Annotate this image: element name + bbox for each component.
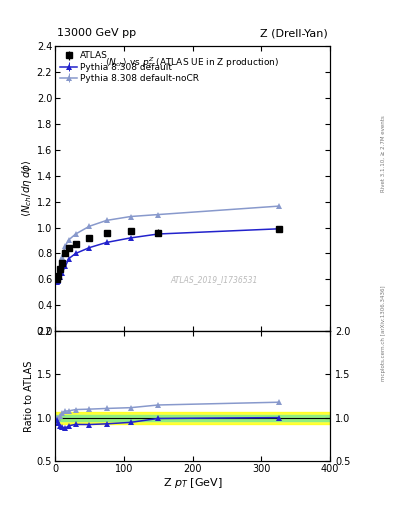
X-axis label: Z $p_T$ [GeV]: Z $p_T$ [GeV]: [163, 476, 222, 490]
Text: 13000 GeV pp: 13000 GeV pp: [57, 28, 136, 38]
Legend: ATLAS, Pythia 8.308 default, Pythia 8.308 default-noCR: ATLAS, Pythia 8.308 default, Pythia 8.30…: [59, 50, 201, 85]
Bar: [55, 415, 330, 421]
Text: ATLAS_2019_I1736531: ATLAS_2019_I1736531: [171, 275, 258, 284]
Text: $\langle N_{ch}\rangle$ vs $p_T^Z$ (ATLAS UE in Z production): $\langle N_{ch}\rangle$ vs $p_T^Z$ (ATLA…: [105, 55, 280, 70]
Y-axis label: $\langle N_{ch}/d\eta\, d\phi\rangle$: $\langle N_{ch}/d\eta\, d\phi\rangle$: [20, 160, 34, 218]
Y-axis label: Ratio to ATLAS: Ratio to ATLAS: [24, 360, 34, 432]
Text: Rivet 3.1.10, ≥ 2.7M events: Rivet 3.1.10, ≥ 2.7M events: [381, 115, 386, 192]
Bar: [55, 412, 330, 423]
Text: mcplots.cern.ch [arXiv:1306.3436]: mcplots.cern.ch [arXiv:1306.3436]: [381, 285, 386, 380]
Text: Z (Drell-Yan): Z (Drell-Yan): [261, 28, 328, 38]
